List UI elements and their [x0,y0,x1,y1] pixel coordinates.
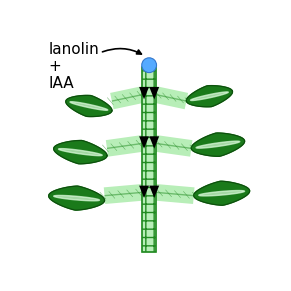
Polygon shape [70,102,108,110]
Bar [142,68,157,252]
Polygon shape [58,149,102,156]
Polygon shape [139,136,149,149]
Polygon shape [199,191,244,196]
Polygon shape [149,87,159,99]
Polygon shape [196,141,240,148]
Polygon shape [149,136,159,149]
Polygon shape [139,87,149,99]
Bar [142,68,157,252]
Polygon shape [49,186,104,210]
Polygon shape [139,186,149,198]
Text: lanolin
+
IAA: lanolin + IAA [48,42,99,91]
Polygon shape [191,133,244,156]
Polygon shape [54,196,100,201]
Polygon shape [54,141,107,164]
Polygon shape [66,95,112,117]
Polygon shape [186,86,233,107]
Polygon shape [194,181,250,205]
Polygon shape [149,186,159,198]
Ellipse shape [142,58,157,72]
Polygon shape [191,92,228,100]
